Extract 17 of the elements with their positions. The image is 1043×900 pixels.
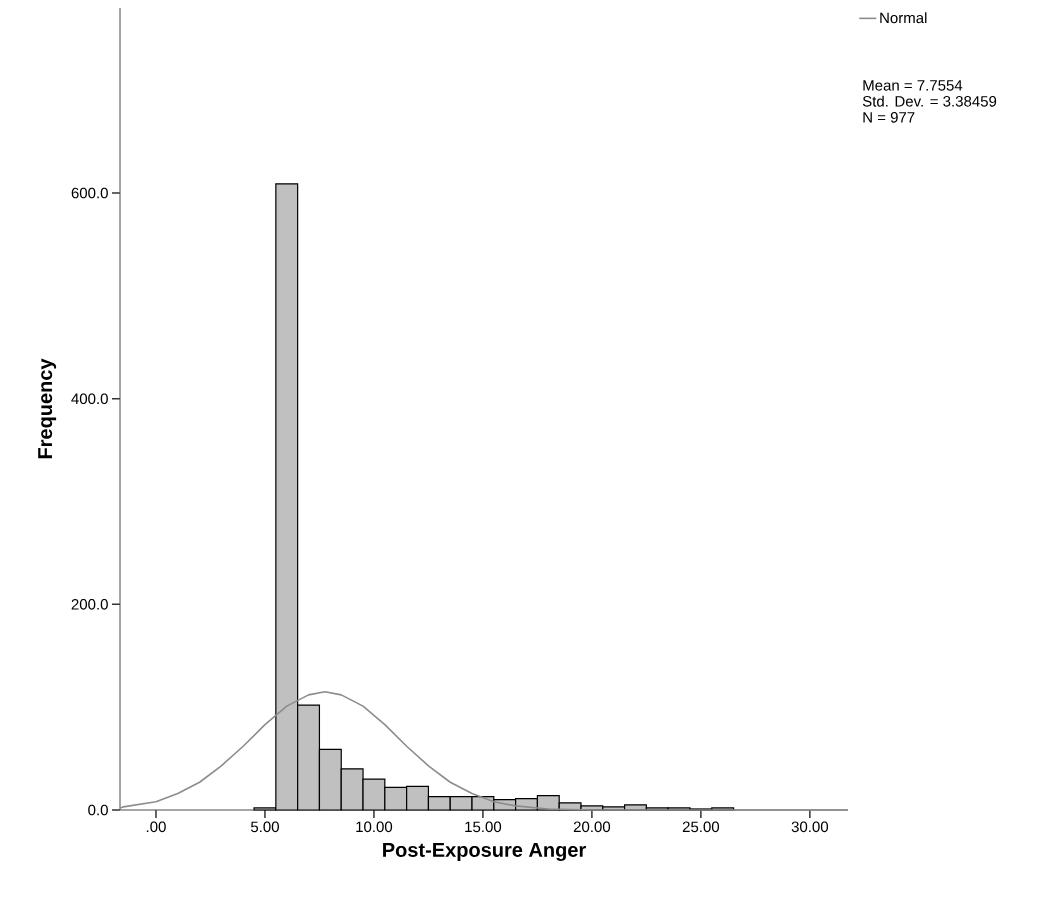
x-tick-label: 20.00 [573,821,611,833]
legend-label: Normal [880,12,927,24]
x-tick-label: 30.00 [791,821,829,833]
x-tick-label: 15.00 [465,821,502,833]
y-tick-label: 600.0 [71,187,108,199]
y-tick-label: 200.0 [71,599,108,610]
text: Std. Dev. = 3.38459 [862,95,997,107]
y-tick-label: 0.0 [88,804,108,816]
y-tick-label: 400.0 [71,393,108,405]
x-tick-label: .00 [146,821,166,833]
text: Mean = 7.7554 [863,80,963,91]
y-axis-title: Frequency [38,358,57,459]
x-axis-title: Post-Exposure Anger [383,842,586,861]
x-tick-label: 25.00 [682,821,720,833]
x-tick-label: 10.00 [356,821,393,833]
x-tick-label: 5.00 [250,821,279,833]
text: N = 977 [863,112,915,123]
